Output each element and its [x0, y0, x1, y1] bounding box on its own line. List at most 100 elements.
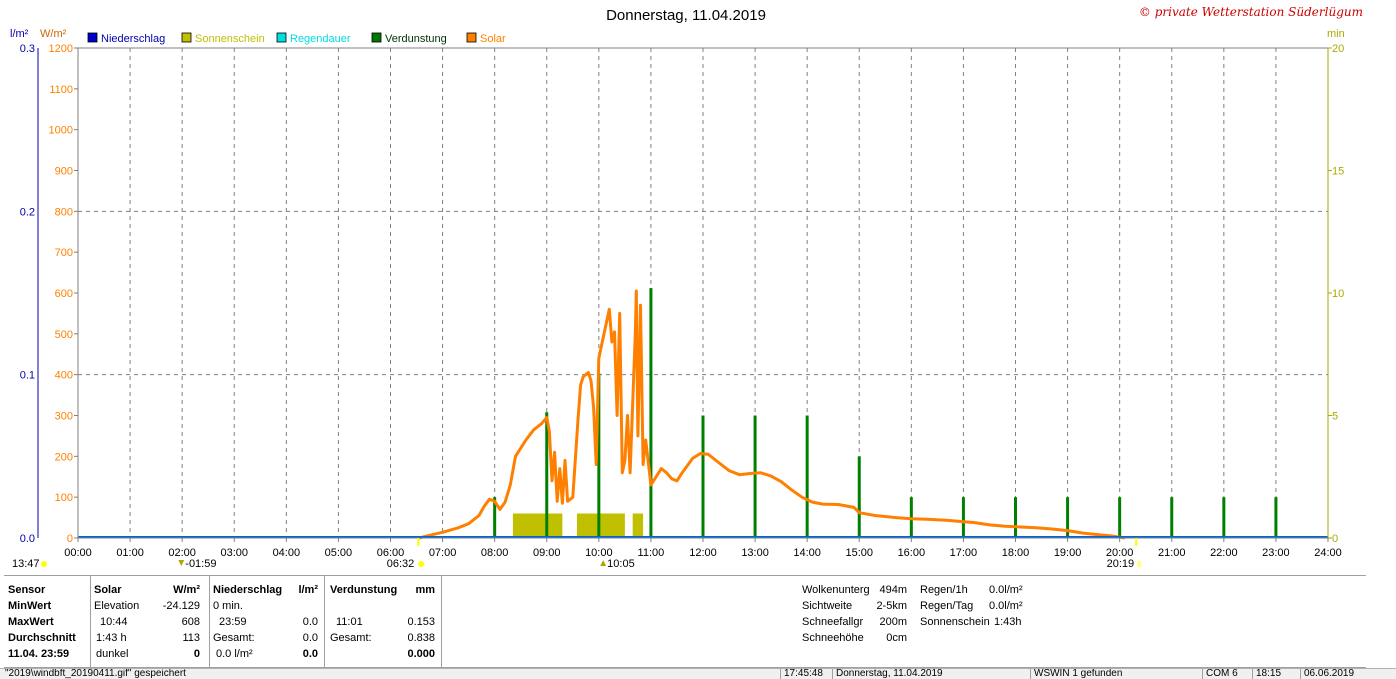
rain-header: Niederschlag [213, 584, 283, 596]
tick-label-x: 12:00 [689, 547, 717, 559]
evap-total-value: 0.838 [407, 632, 435, 644]
evap-total-label: Gesamt: [330, 632, 372, 644]
tick-label-x: 13:00 [741, 547, 769, 559]
solar-max-value: 608 [181, 616, 200, 628]
legend-label: Verdunstung [385, 33, 447, 45]
row-label-min: MinWert [8, 600, 52, 612]
marker-label: 13:47 [12, 558, 40, 570]
legend-swatch [466, 32, 477, 43]
tick-label-solar: 0 [67, 533, 73, 545]
status-time: 17:45:48 [780, 669, 830, 679]
tick-label-solar: 1100 [49, 84, 73, 96]
tick-label-rain: 0.2 [20, 206, 35, 218]
evaporation-bar [649, 288, 653, 538]
status-today: 06.06.2019 [1300, 669, 1384, 679]
visibility-value: 2-5km [876, 600, 907, 612]
tick-label-solar: 700 [55, 247, 73, 259]
rain-current-label: 0.0 l/m² [216, 648, 253, 660]
cloud-base-label: Wolkenunterg [802, 584, 870, 596]
status-bar: "2019\windbft_20190411.gif" gespeichert … [0, 668, 1396, 679]
sunset-icon [1137, 561, 1142, 567]
tick-label-x: 14:00 [793, 547, 821, 559]
chart-grid [78, 48, 1328, 538]
sunrise-icon [418, 561, 425, 567]
status-clock: 18:15 [1252, 669, 1296, 679]
sunshine-label: Sonnenschein [920, 616, 990, 628]
cloud-base-value: 494m [879, 584, 907, 596]
status-date: Donnerstag, 11.04.2019 [832, 669, 1026, 679]
evaporation-bar [597, 373, 601, 538]
separator [441, 576, 442, 667]
tick-label-minutes: 0 [1332, 533, 1338, 545]
tick-label-x: 21:00 [1158, 547, 1186, 559]
row-label-avg: Durchschnitt [8, 632, 76, 644]
tick-label-solar: 100 [55, 492, 73, 504]
tick-label-x: 01:00 [116, 547, 144, 559]
rain-min-label: 0 min. [213, 600, 243, 612]
tick-label-x: 15:00 [845, 547, 873, 559]
solar-unit: W/m² [173, 584, 200, 596]
tick-label-x: 11:00 [638, 547, 665, 559]
rain-unit: l/m² [298, 584, 318, 596]
tick-label-x: 17:00 [950, 547, 978, 559]
tick-label-x: 00:00 [64, 547, 92, 559]
evaporation-bar [1274, 497, 1278, 538]
tick-label-x: 07:00 [429, 547, 457, 559]
evaporation-bar [1118, 497, 1122, 538]
evaporation-bar [493, 497, 497, 538]
marker-label: -01:59 [185, 558, 216, 570]
tick-label-solar: 600 [55, 288, 73, 300]
tick-label-x: 24:00 [1314, 547, 1342, 559]
evaporation-bar [701, 415, 705, 538]
separator [209, 576, 210, 667]
solar-header: Solar [94, 584, 122, 596]
marker-label: 20:19 [1107, 558, 1135, 570]
evaporation-bar [753, 415, 757, 538]
marker-label: 06:32 [387, 558, 415, 570]
tick-label-solar: 300 [55, 411, 73, 423]
sunshine-bar [512, 513, 563, 538]
rain-total-value: 0.0 [302, 632, 318, 644]
tick-label-x: 03:00 [220, 547, 248, 559]
row-label-current: 11.04. 23:59 [8, 648, 70, 660]
snow-depth-value: 0cm [886, 632, 907, 644]
tick-label-solar: 900 [55, 166, 73, 178]
evaporation-bar [1170, 497, 1174, 538]
solar-max-time: 10:44 [100, 616, 128, 628]
tick-label-x: 18:00 [1002, 547, 1030, 559]
tick-label-solar: 1200 [49, 43, 73, 55]
evaporation-bar [805, 415, 809, 538]
legend-swatch [87, 32, 98, 43]
tick-label-solar: 500 [55, 329, 73, 341]
sensor-header: Sensor [8, 584, 46, 596]
snowfall-limit-value: 200m [879, 616, 907, 628]
tick-label-x: 08:00 [481, 547, 509, 559]
rain-hour-label: Regen/1h [920, 584, 968, 596]
unit-solar: W/m² [40, 28, 67, 40]
legend-swatch [371, 32, 382, 43]
statistics-panel: Sensor MinWert MaxWert Durchschnitt 11.0… [4, 575, 1366, 668]
tick-label-x: 16:00 [898, 547, 926, 559]
tick-label-x: 23:00 [1262, 547, 1290, 559]
tick-label-rain: 0.3 [20, 43, 35, 55]
time-markers: 13:47 -01:59 06:32 10:05 20:19 [12, 538, 1142, 570]
evaporation-bar [961, 497, 965, 538]
solar-current-value: 0 [193, 648, 200, 660]
solar-avg-value: 113 [182, 632, 200, 644]
tick-label-solar: 400 [55, 370, 73, 382]
tick-label-minutes: 5 [1332, 411, 1338, 423]
status-file: "2019\windbft_20190411.gif" gespeichert [5, 668, 186, 679]
evap-current-value: 0.000 [407, 648, 435, 660]
tick-label-x: 20:00 [1106, 547, 1134, 559]
legend-swatch [181, 32, 192, 43]
tick-label-x: 05:00 [325, 547, 353, 559]
tick-label-x: 09:00 [533, 547, 561, 559]
sunshine-value: 1:43h [994, 616, 1022, 628]
rain-total-label: Gesamt: [213, 632, 255, 644]
tick-label-minutes: 10 [1332, 288, 1344, 300]
evap-unit: mm [415, 584, 435, 596]
tick-label-x: 06:00 [377, 547, 405, 559]
rain-max-time: 23:59 [219, 616, 247, 628]
tick-label-x: 02:00 [168, 547, 196, 559]
rain-hour-value: 0.0l/m² [989, 584, 1023, 596]
